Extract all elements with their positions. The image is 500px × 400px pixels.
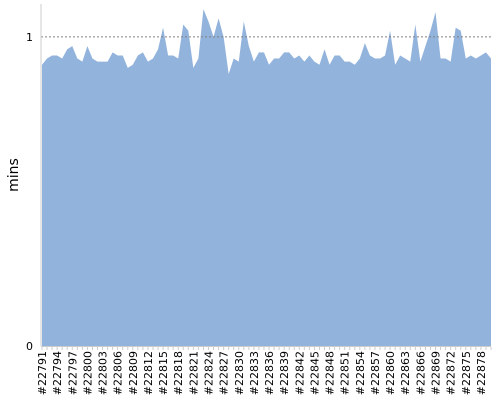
x-tick-label: #22812 (142, 351, 155, 395)
x-tick-label: #22872 (445, 351, 458, 395)
y-tick-label: 0 (26, 340, 33, 353)
x-tick-label: #22794 (51, 351, 64, 395)
x-tick-label: #22866 (414, 351, 427, 395)
x-tick-label: #22830 (233, 351, 246, 395)
x-tick-label: #22809 (127, 351, 140, 395)
x-tick-labels: #22791 #22794 #22797 #22800 #22803 #22806 #228… (36, 351, 488, 395)
x-tick-label: #22851 (339, 351, 352, 395)
x-tick-label: #22860 (384, 351, 397, 395)
x-tick-label: #22803 (97, 351, 110, 395)
x-tick-label: #22848 (324, 351, 337, 395)
y-tick-label: 1 (26, 31, 33, 44)
y-tick-labels: 01 (26, 31, 33, 353)
x-tick-label: #22836 (263, 351, 276, 395)
x-tick-label: #22845 (308, 351, 321, 395)
x-tick-label: #22854 (354, 351, 367, 395)
axes (40, 4, 492, 350)
x-tick-label: #22833 (248, 351, 261, 395)
x-tick-label: #22824 (202, 351, 215, 395)
x-tick-label: #22878 (475, 351, 488, 395)
x-tick-label: #22839 (278, 351, 291, 395)
x-tick-label: #22818 (172, 351, 185, 395)
x-tick-label: #22842 (293, 351, 306, 395)
x-tick-label: #22800 (81, 351, 94, 395)
x-tick-label: #22815 (157, 351, 170, 395)
plot-area (42, 9, 491, 347)
x-tick-label: #22797 (66, 351, 79, 395)
x-tick-label: #22806 (112, 351, 125, 395)
y-axis-title: mins (6, 158, 22, 192)
x-tick-label: #22821 (187, 351, 200, 395)
series-area (42, 9, 491, 347)
x-tick-label: #22875 (460, 351, 473, 395)
x-tick-label: #22863 (399, 351, 412, 395)
x-tick-label: #22869 (430, 351, 443, 395)
x-tick-label: #22827 (218, 351, 231, 395)
x-tick-label: #22857 (369, 351, 382, 395)
x-tick-label: #22791 (36, 351, 49, 395)
